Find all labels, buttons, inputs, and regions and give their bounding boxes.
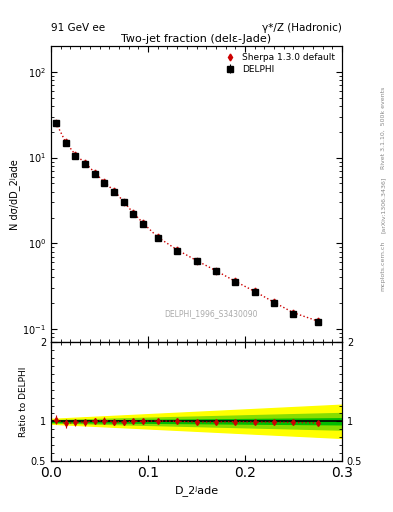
Sherpa 1.3.0 default <box>92 169 97 176</box>
Text: mcplots.cern.ch: mcplots.cern.ch <box>381 241 386 291</box>
Sherpa 1.3.0 default <box>141 220 145 226</box>
Sherpa 1.3.0 default <box>112 188 116 194</box>
Sherpa 1.3.0 default <box>175 247 180 253</box>
Sherpa 1.3.0 default <box>291 310 296 316</box>
Text: Rivet 3.1.10,  500k events: Rivet 3.1.10, 500k events <box>381 87 386 169</box>
Sherpa 1.3.0 default <box>233 279 238 285</box>
Text: [arXiv:1306.3436]: [arXiv:1306.3436] <box>381 177 386 233</box>
Line: Sherpa 1.3.0 default: Sherpa 1.3.0 default <box>53 120 320 324</box>
Sherpa 1.3.0 default <box>194 258 199 264</box>
Sherpa 1.3.0 default <box>83 160 87 166</box>
Sherpa 1.3.0 default <box>102 179 107 185</box>
Sherpa 1.3.0 default <box>315 318 320 324</box>
Y-axis label: N dσ/dD_2ʲade: N dσ/dD_2ʲade <box>9 159 20 229</box>
Title: Two-jet fraction (delε-Jade): Two-jet fraction (delε-Jade) <box>121 34 272 44</box>
Sherpa 1.3.0 default <box>121 199 126 205</box>
Sherpa 1.3.0 default <box>131 210 136 216</box>
Sherpa 1.3.0 default <box>272 299 276 305</box>
Sherpa 1.3.0 default <box>252 288 257 294</box>
Y-axis label: Ratio to DELPHI: Ratio to DELPHI <box>19 367 28 437</box>
Sherpa 1.3.0 default <box>155 234 160 240</box>
X-axis label: D_2ʲade: D_2ʲade <box>174 485 219 496</box>
Sherpa 1.3.0 default <box>73 152 78 158</box>
Text: γ*/Z (Hadronic): γ*/Z (Hadronic) <box>262 23 342 33</box>
Text: DELPHI_1996_S3430090: DELPHI_1996_S3430090 <box>164 310 258 318</box>
Sherpa 1.3.0 default <box>213 268 218 274</box>
Sherpa 1.3.0 default <box>63 139 68 145</box>
Text: 91 GeV ee: 91 GeV ee <box>51 23 105 33</box>
Sherpa 1.3.0 default <box>53 120 58 126</box>
Legend: Sherpa 1.3.0 default, DELPHI: Sherpa 1.3.0 default, DELPHI <box>221 51 338 77</box>
